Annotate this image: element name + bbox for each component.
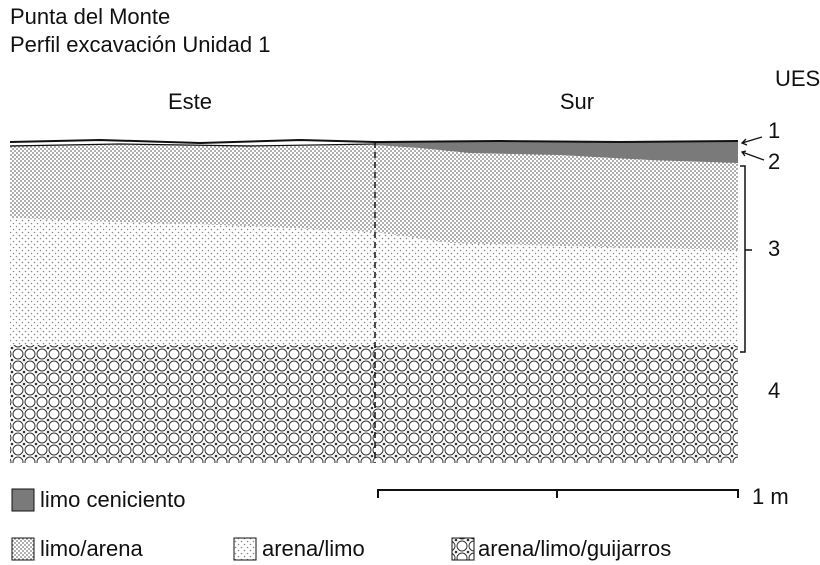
bracket [740, 166, 752, 352]
unit-label: 4 [768, 378, 780, 403]
unit-label: 1 [768, 118, 780, 143]
surface-line [10, 140, 738, 143]
legend-swatch [234, 538, 256, 560]
layer-4 [10, 345, 738, 463]
arrow [742, 137, 762, 145]
legend-swatch [452, 538, 474, 560]
site-title: Punta del Monte [10, 4, 170, 29]
legend-label: arena/limo [262, 536, 365, 561]
legend-label: limo/arena [40, 536, 143, 561]
legend-label: arena/limo/guijarros [478, 536, 671, 561]
legend-swatch [12, 538, 34, 560]
wall-label: Sur [560, 89, 594, 114]
profile-diagram: Punta del Monte Perfil excavación Unidad… [0, 0, 820, 565]
subtitle: Perfil excavación Unidad 1 [10, 32, 270, 57]
scale-label: 1 m [752, 484, 789, 509]
unit-label: 3 [768, 236, 780, 261]
wall-label: Este [168, 89, 212, 114]
unit-label: 2 [768, 149, 780, 174]
legend-label: limo ceniciento [40, 487, 186, 512]
scale-bar [378, 490, 738, 498]
unit-header: UEST [775, 66, 820, 91]
arrow [742, 151, 764, 160]
legend-swatch [12, 489, 34, 511]
